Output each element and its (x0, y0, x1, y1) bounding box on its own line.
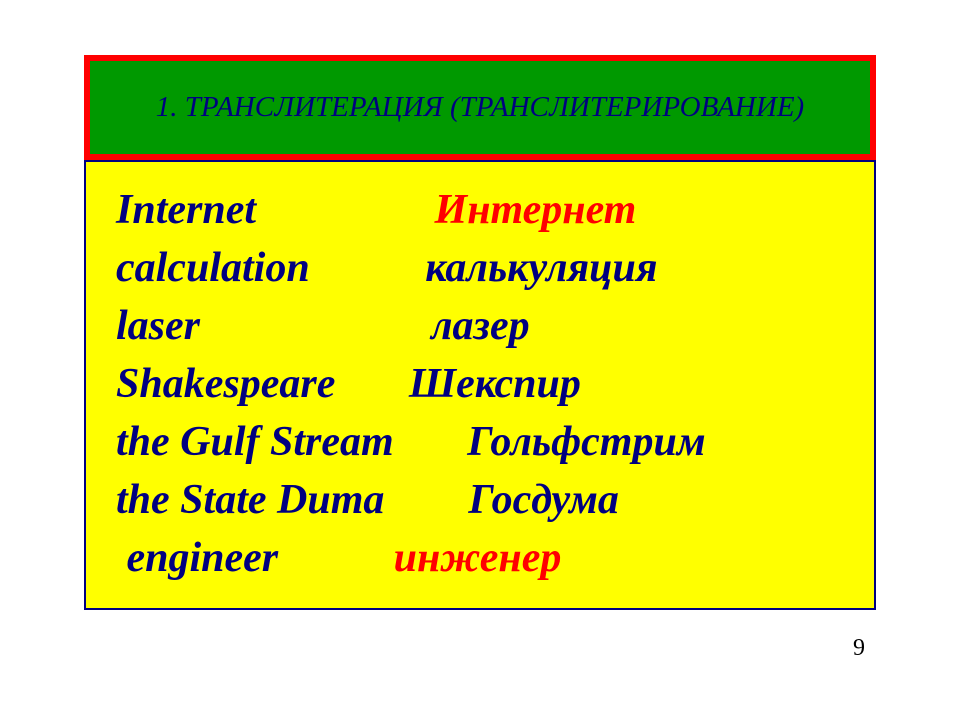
russian-1: калькуляция (425, 245, 657, 291)
gap-5 (384, 477, 468, 523)
gap-6 (278, 535, 394, 581)
english-0: Internet (116, 187, 256, 233)
row-0: Internet Интернет (116, 182, 854, 240)
russian-6: инженер (394, 535, 562, 581)
row-1: calculation калькуляция (116, 240, 854, 298)
row-2: laser лазер (116, 298, 854, 356)
row-6: engineer инженер (116, 530, 854, 588)
gap-2 (200, 303, 431, 349)
content-box: Internet Интернет calculation калькуляци… (84, 160, 876, 610)
english-4: the Gulf Stream (116, 419, 394, 465)
english-1: calculation (116, 245, 310, 291)
row-3: Shakespeare Шекспир (116, 356, 854, 414)
row-5: the State Duma Госдума (116, 472, 854, 530)
english-2: laser (116, 303, 200, 349)
russian-0: Интернет (435, 187, 637, 233)
gap-4 (394, 419, 468, 465)
gap-3 (335, 361, 409, 407)
russian-3: Шекспир (409, 361, 581, 407)
english-5: the State Duma (116, 477, 384, 523)
english-6: engineer (116, 535, 278, 581)
russian-4: Гольфстрим (467, 419, 705, 465)
header-box: 1. ТРАНСЛИТЕРАЦИЯ (ТРАНСЛИТЕРИРОВАНИЕ) (84, 55, 876, 160)
page-number: 9 (853, 635, 865, 662)
gap-0 (256, 187, 435, 233)
russian-2: лазер (431, 303, 530, 349)
row-4: the Gulf Stream Гольфстрим (116, 414, 854, 472)
header-title: 1. ТРАНСЛИТЕРАЦИЯ (ТРАНСЛИТЕРИРОВАНИЕ) (156, 91, 804, 124)
russian-5: Госдума (468, 477, 619, 523)
english-3: Shakespeare (116, 361, 335, 407)
gap-1 (310, 245, 426, 291)
